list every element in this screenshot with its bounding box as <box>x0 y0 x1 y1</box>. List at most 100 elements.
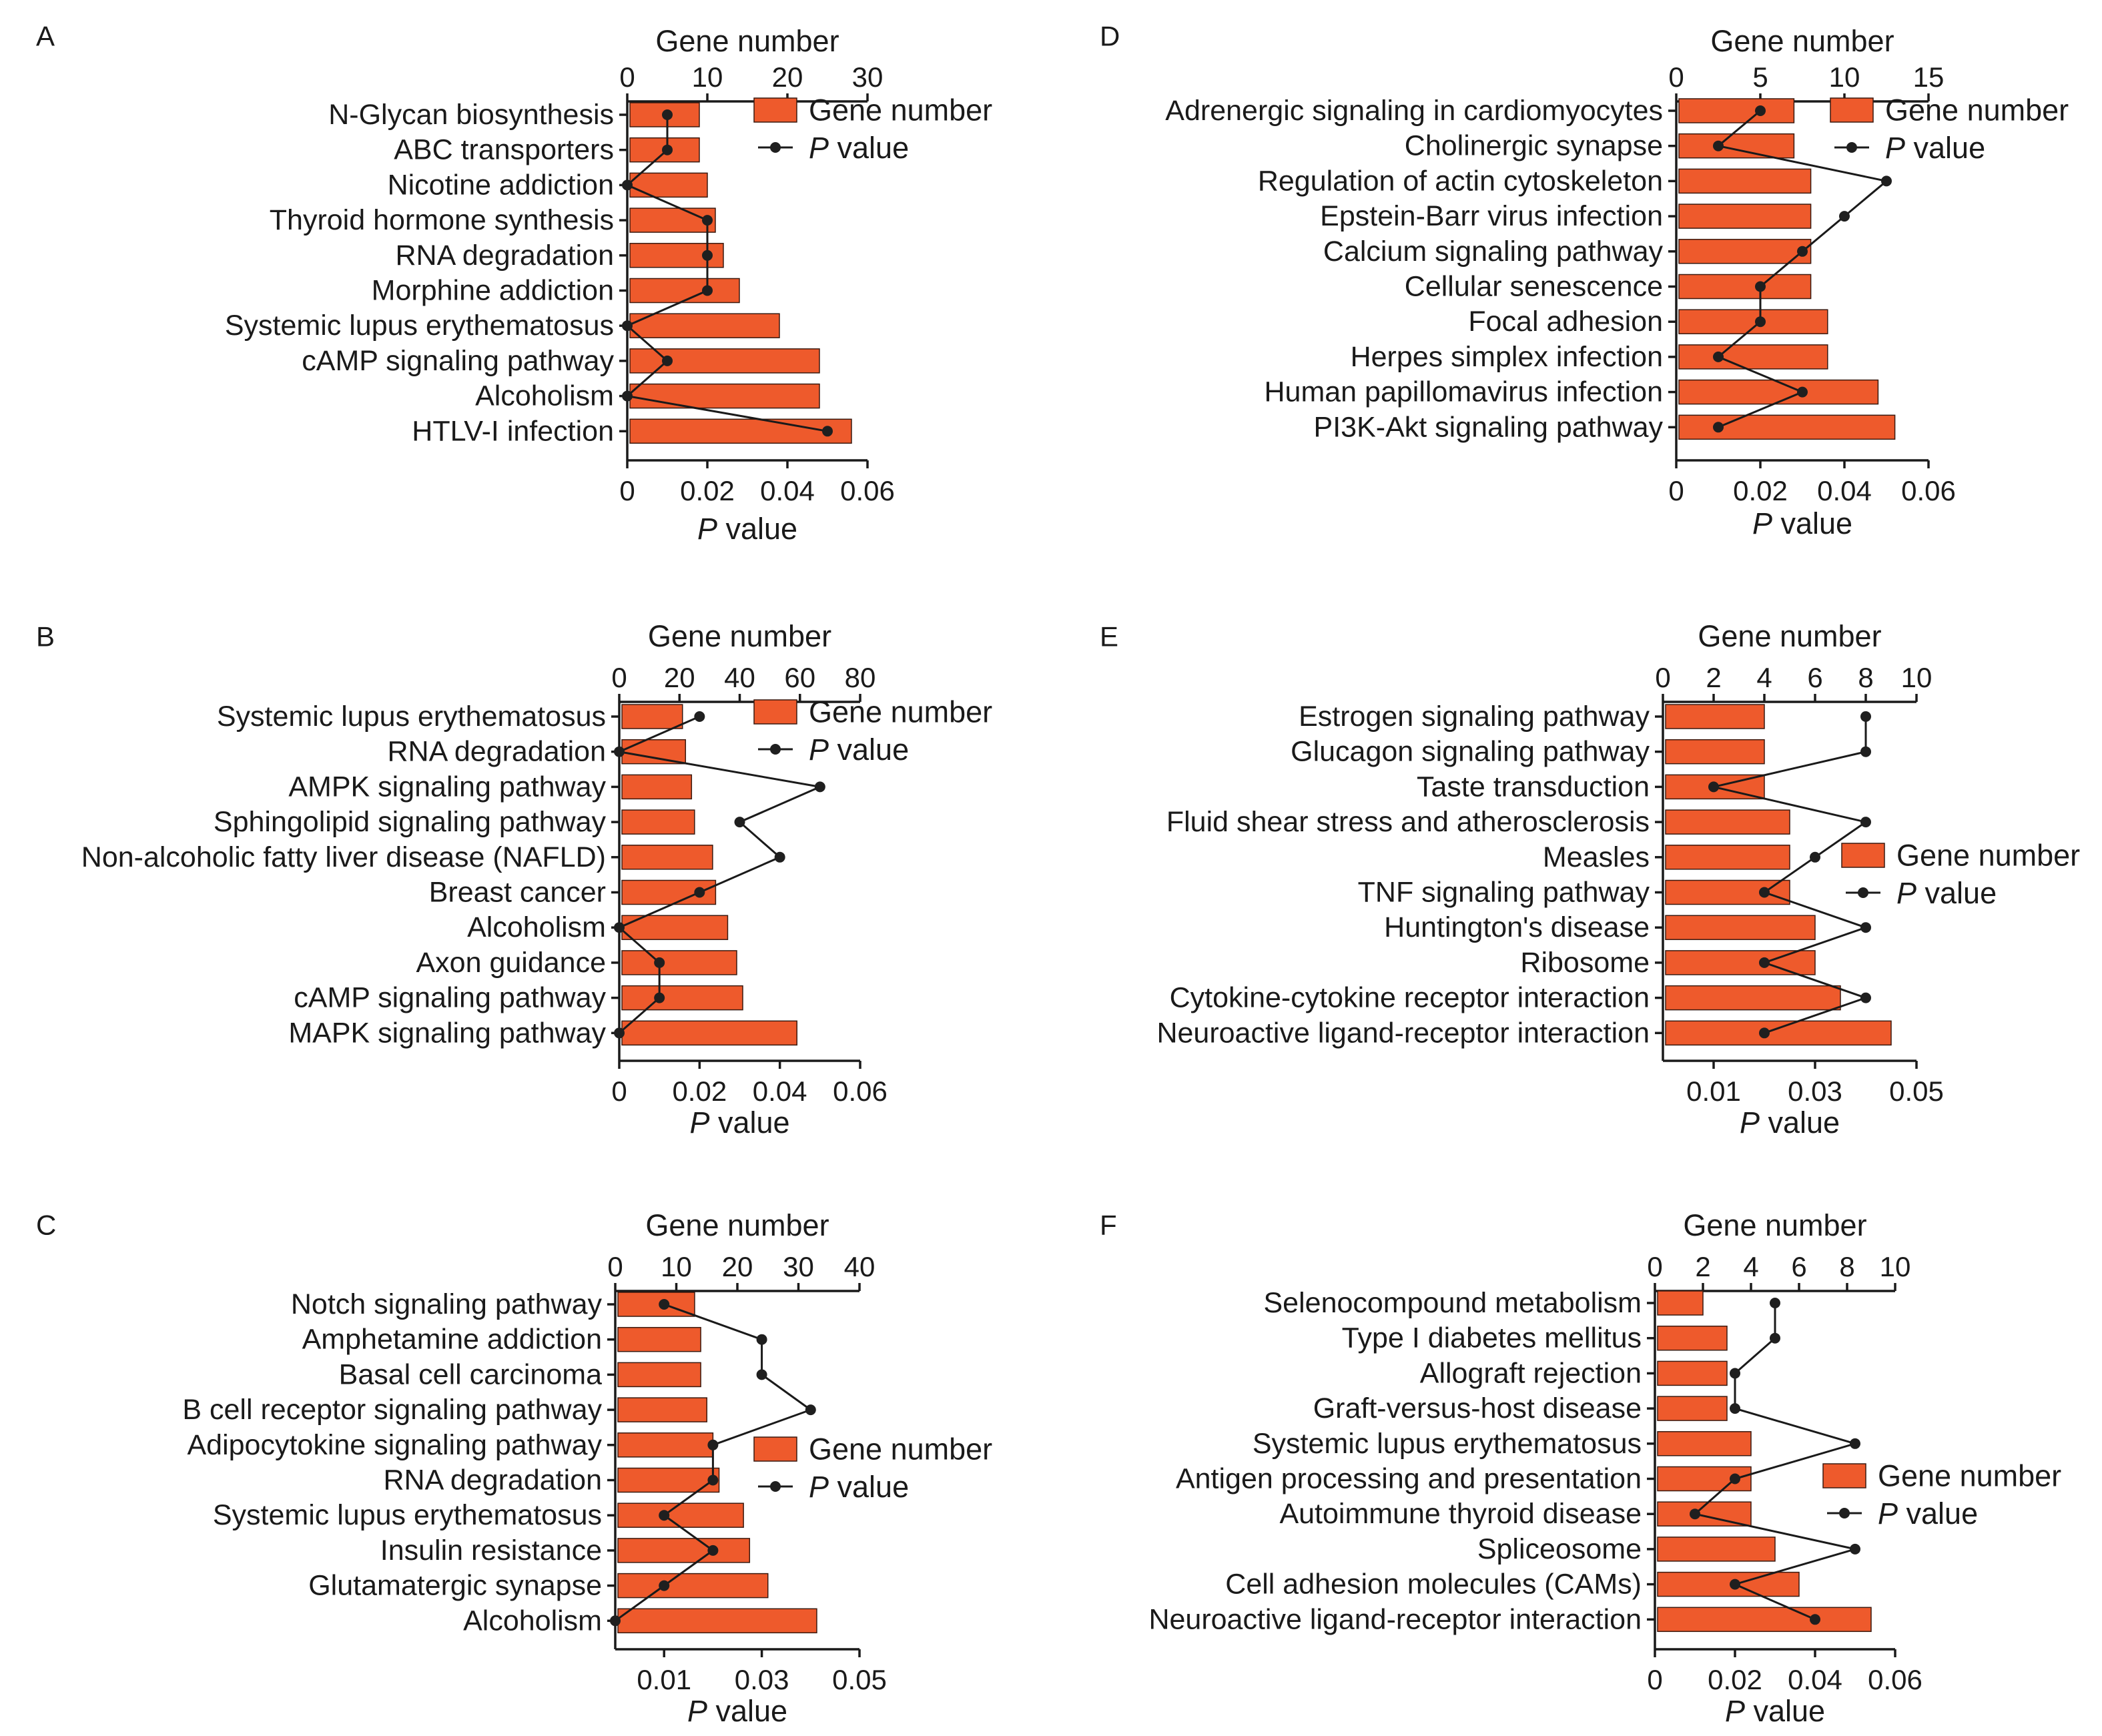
p-value-point <box>614 746 625 757</box>
category-label: Estrogen signaling pathway <box>1299 701 1650 733</box>
bottom-axis-tick-label: 0.06 <box>1901 475 1956 506</box>
gene-number-bar <box>1665 1020 1892 1046</box>
gene-number-bar <box>621 985 743 1011</box>
top-axis-tick-label: 8 <box>1858 662 1873 693</box>
gene-number-bar <box>621 950 737 975</box>
bottom-axis-tick-label: 0.06 <box>833 1075 888 1107</box>
gene-number-bar <box>629 383 820 409</box>
top-axis-tick-label: 4 <box>1756 662 1772 693</box>
gene-number-bar <box>621 739 687 765</box>
legend-line-dot <box>1846 142 1857 153</box>
p-value-point <box>1730 1368 1740 1379</box>
gene-number-bar <box>629 313 780 338</box>
gene-number-bar <box>1657 1431 1752 1456</box>
bottom-axis-tick-label: 0 <box>619 475 635 506</box>
p-value-point <box>1850 1543 1860 1555</box>
top-axis-tick-label: 20 <box>722 1251 753 1282</box>
bottom-axis-tick-label: 0.05 <box>1889 1075 1944 1107</box>
p-value-line <box>1716 109 1889 428</box>
p-value-point <box>1755 316 1766 328</box>
top-axis-tick-label: 0 <box>1647 1251 1662 1282</box>
p-value-point <box>662 109 673 120</box>
panel-c: C 0 10 20 30 40 Gene number 0.01 0.03 0.05 P value… <box>36 1208 992 1728</box>
legend-bar-swatch <box>1841 843 1885 868</box>
category-label: Glutamatergic synapse <box>308 1570 602 1602</box>
p-value-point <box>1881 175 1892 187</box>
category-label: Insulin resistance <box>380 1535 602 1567</box>
category-label: Adrenergic signaling in cardiomyocytes <box>1165 95 1663 127</box>
category-label: Measles <box>1543 841 1650 873</box>
category-label: Alcoholism <box>467 911 606 943</box>
gene-number-bar <box>1657 1360 1728 1386</box>
legend-line-dot <box>1839 1508 1850 1518</box>
p-value-point <box>654 992 665 1003</box>
category-label: Regulation of actin cytoskeleton <box>1258 165 1663 197</box>
p-value-point <box>1759 887 1770 898</box>
p-value-point <box>734 817 745 828</box>
category-label: Breast cancer <box>429 877 606 909</box>
top-axis-tick-label: 0 <box>1668 61 1684 93</box>
p-value-line <box>615 715 823 1034</box>
gene-number-bar <box>1665 985 1841 1011</box>
top-axis-title: Gene number <box>1710 24 1894 58</box>
panel-label: D <box>1100 20 1120 51</box>
p-value-point <box>662 355 673 366</box>
top-axis-tick-label: 80 <box>845 662 876 693</box>
gene-number-bar <box>1678 274 1812 300</box>
p-value-point <box>662 144 673 155</box>
bottom-axis-tick-label: 0.05 <box>832 1664 887 1695</box>
bottom-axis-tick-label: 0.06 <box>840 475 895 506</box>
category-label: Systemic lupus erythematosus <box>1253 1428 1642 1460</box>
category-label: Epstein-Barr virus infection <box>1320 200 1663 232</box>
panel-label: F <box>1100 1209 1117 1240</box>
p-value-point <box>694 887 705 898</box>
p-value-point <box>614 1027 625 1039</box>
p-value-point <box>707 1474 719 1486</box>
category-label: Herpes simplex infection <box>1351 341 1663 373</box>
category-label: MAPK signaling pathway <box>288 1017 606 1049</box>
p-value-point <box>707 1439 719 1450</box>
top-axis-tick-label: 0 <box>611 662 627 693</box>
top-axis-title: Gene number <box>645 1208 829 1242</box>
p-value-point <box>1708 781 1719 793</box>
p-value-point <box>1713 351 1724 362</box>
gene-number-bar <box>617 1326 701 1352</box>
top-axis-tick-label: 2 <box>1706 662 1721 693</box>
category-label: Morphine addiction <box>372 275 614 307</box>
top-axis-tick-label: 0 <box>1655 662 1670 693</box>
bottom-axis-title: P value <box>687 1694 787 1728</box>
p-value-point <box>1860 922 1871 933</box>
category-label: Selenocompound metabolism <box>1264 1287 1642 1319</box>
top-axis-tick-label: 30 <box>783 1251 814 1282</box>
category-label: Ribosome <box>1520 947 1650 979</box>
p-value-point <box>702 285 713 296</box>
gene-number-bar <box>617 1573 769 1599</box>
top-axis-tick-label: 40 <box>724 662 755 693</box>
category-label: PI3K-Akt signaling pathway <box>1314 411 1664 443</box>
legend-bar-swatch <box>753 97 797 123</box>
category-label: TNF signaling pathway <box>1358 877 1650 909</box>
p-value-point <box>756 1369 767 1380</box>
gene-number-bar <box>1678 203 1812 229</box>
gene-number-bar <box>629 172 708 198</box>
gene-number-bar <box>1657 1290 1704 1316</box>
gene-number-bar <box>1665 739 1765 765</box>
category-label: Cell adhesion molecules (CAMs) <box>1225 1569 1642 1601</box>
gene-number-bar <box>617 1608 817 1634</box>
gene-number-bar <box>629 278 740 304</box>
p-value-point <box>1860 817 1871 828</box>
gene-number-bar <box>1665 879 1790 905</box>
p-value-point <box>1810 851 1820 863</box>
category-label: Sphingolipid signaling pathway <box>214 806 607 838</box>
gene-number-bar <box>617 1397 707 1422</box>
bottom-axis-tick-label: 0.02 <box>672 1075 727 1107</box>
p-value-point <box>1839 211 1850 222</box>
panel-e: E 0 2 4 6 8 10 Gene number 0.01 0.03 0.05 P value Es… <box>1100 619 2080 1140</box>
top-axis-tick-label: 10 <box>692 61 723 93</box>
gene-number-bar <box>1665 950 1816 975</box>
category-label: Adipocytokine signaling pathway <box>187 1429 602 1461</box>
